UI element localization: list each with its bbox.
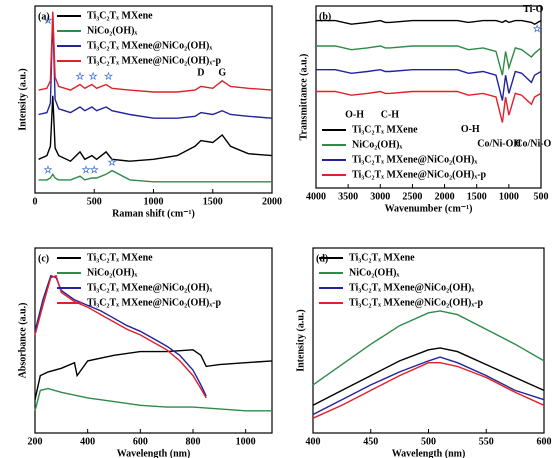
x-tick-label: 1000 xyxy=(499,191,519,202)
x-tick-label: 500 xyxy=(87,196,102,207)
legend-label: Ti₃C₂Tₓ MXene@NiCo₂(OH)ₓ xyxy=(87,282,212,293)
x-tick-label: 500 xyxy=(534,191,549,202)
legend-label: Ti₃C₂Tₓ MXene@NiCo₂(OH)ₓ xyxy=(349,282,474,293)
series-line xyxy=(312,356,545,416)
x-tick-label: 0 xyxy=(33,196,38,207)
x-tick-label: 800 xyxy=(186,436,201,447)
legend-label: Ti₃C₂Tₓ MXene@NiCo₂(OH)ₓ xyxy=(87,40,212,51)
series-line xyxy=(316,45,542,76)
annotation: O-H xyxy=(345,109,364,120)
annotation: G xyxy=(218,68,226,79)
x-tick-label: 400 xyxy=(80,436,95,447)
series-line xyxy=(38,169,272,183)
series-line xyxy=(38,95,273,163)
legend-label: Ti₃C₂Tₓ MXene xyxy=(87,252,153,263)
legend-label: Ti₃C₂Tₓ MXene xyxy=(87,10,153,21)
y-axis-title: Intensity (a.u.) xyxy=(17,68,28,131)
legend-label: NiCo₂(OH)ₓ xyxy=(87,25,137,36)
series-line xyxy=(316,68,542,101)
x-tick-label: 3000 xyxy=(370,191,390,202)
annotation: C-H xyxy=(381,109,400,120)
x-tick-label: 2000 xyxy=(262,196,282,207)
panel-label: (c) xyxy=(38,253,49,264)
annotation: ☆ xyxy=(108,157,117,168)
series-line xyxy=(34,349,273,400)
annotation: O-H xyxy=(461,124,480,135)
x-tick-label: 2000 xyxy=(435,191,455,202)
annotation: Co/Ni-OH xyxy=(477,139,521,150)
annotation: ☆ xyxy=(44,165,53,176)
annotation: ☆ xyxy=(76,71,85,82)
annotation: ☆ xyxy=(533,24,542,35)
x-tick-label: 2500 xyxy=(402,191,422,202)
plot-frame xyxy=(315,5,542,189)
legend-label: Ti₃C₂Tₓ MXene xyxy=(349,252,415,263)
annotation: ☆ xyxy=(90,165,99,176)
x-tick-label: 400 xyxy=(306,436,321,447)
series-line xyxy=(316,90,542,123)
annotation: ☆ xyxy=(89,71,98,82)
annotation: ☆ xyxy=(44,15,53,26)
x-tick-label: 4000 xyxy=(306,191,326,202)
panel-label: (a) xyxy=(38,11,50,22)
x-tick-label: 500 xyxy=(421,436,436,447)
x-tick-label: 1500 xyxy=(203,196,223,207)
x-axis-title: Wavelength (nm) xyxy=(117,448,191,458)
annotation: Ti-O xyxy=(523,4,544,15)
series-line xyxy=(34,274,207,399)
panel-label: (b) xyxy=(319,11,331,22)
y-axis-title: Intensity (a.u.) xyxy=(295,309,306,372)
series-line xyxy=(316,19,542,26)
legend-label: NiCo₂(OH)ₓ xyxy=(87,267,137,278)
legend-label: NiCo₂(OH)ₓ xyxy=(352,139,402,150)
x-axis-title: Wavenumber (cm⁻¹) xyxy=(385,203,473,214)
series-line xyxy=(34,274,207,397)
x-tick-label: 3500 xyxy=(338,191,358,202)
plot-frame xyxy=(34,247,273,434)
legend-label: NiCo₂(OH)ₓ xyxy=(349,267,399,278)
x-axis-title: Raman shift (cm⁻¹) xyxy=(112,208,195,219)
legend-label: Ti₃C₂Tₓ MXene@NiCo₂(OH)ₓ-p xyxy=(87,55,222,66)
y-axis-title: Transmittance (a.u.) xyxy=(298,54,309,141)
legend-label: Ti₃C₂Tₓ MXene xyxy=(352,124,418,135)
series-line xyxy=(34,387,272,412)
plot-frame xyxy=(34,5,273,194)
x-tick-label: 1000 xyxy=(236,436,256,447)
legend-label: Ti₃C₂Tₓ MXene@NiCo₂(OH)ₓ xyxy=(352,154,477,165)
x-tick-label: 450 xyxy=(363,436,378,447)
x-tick-label: 600 xyxy=(537,436,552,447)
series-line xyxy=(312,310,545,386)
series-line xyxy=(312,347,545,406)
x-axis-title: Wavelength (nm) xyxy=(392,448,466,458)
x-tick-label: 1000 xyxy=(144,196,164,207)
panel-label: (d) xyxy=(316,253,328,264)
x-tick-label: 550 xyxy=(479,436,494,447)
annotation: Co/Ni-O xyxy=(515,139,551,150)
series-line xyxy=(312,362,545,419)
series-line xyxy=(38,11,273,93)
legend-label: Ti₃C₂Tₓ MXene@NiCo₂(OH)ₓ-p xyxy=(87,297,222,308)
x-tick-label: 1500 xyxy=(467,191,487,202)
x-tick-label: 600 xyxy=(133,436,148,447)
annotation: ☆ xyxy=(104,71,113,82)
annotation: ☆ xyxy=(81,165,90,176)
x-tick-label: 200 xyxy=(28,436,43,447)
legend-label: Ti₃C₂Tₓ MXene@NiCo₂(OH)ₓ-p xyxy=(349,297,484,308)
legend-label: Ti₃C₂Tₓ MXene@NiCo₂(OH)ₓ-p xyxy=(352,169,487,180)
annotation: D xyxy=(197,68,204,79)
y-axis-title: Absorbance (a.u.) xyxy=(17,303,28,379)
